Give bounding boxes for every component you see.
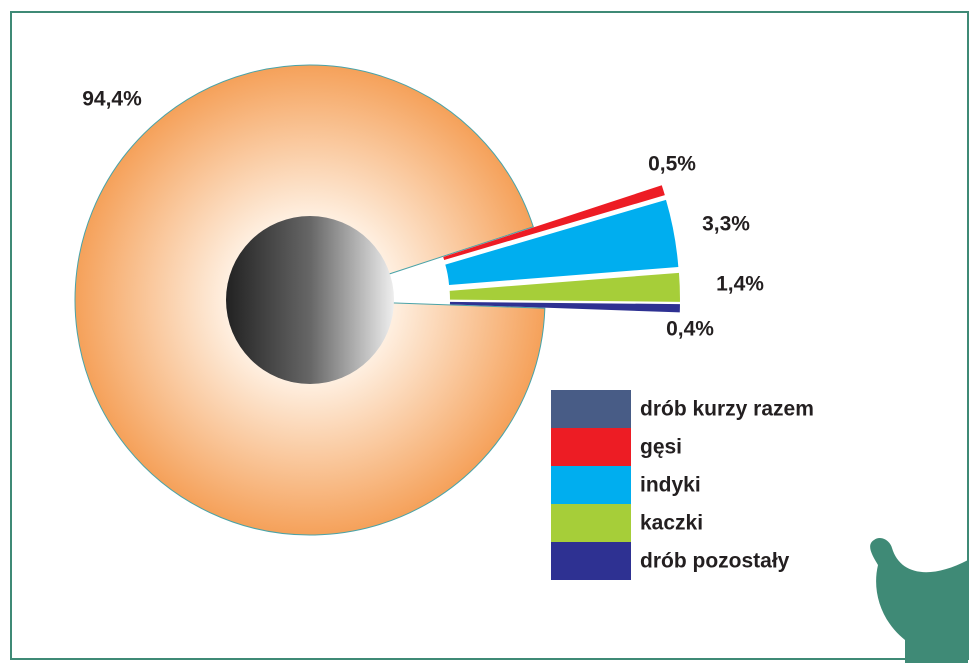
legend-swatch bbox=[551, 542, 631, 580]
legend-label: drób kurzy razem bbox=[640, 398, 814, 421]
legend-label: kaczki bbox=[640, 512, 703, 535]
chicken-icon bbox=[870, 537, 968, 663]
legend-label: gęsi bbox=[640, 436, 682, 459]
legend-swatch bbox=[551, 428, 631, 466]
value-label: 3,3% bbox=[702, 213, 750, 236]
frame bbox=[10, 11, 969, 660]
value-label: 1,4% bbox=[716, 273, 764, 296]
value-label: 94,4% bbox=[82, 88, 142, 111]
slice bbox=[449, 301, 680, 313]
legend-swatch bbox=[551, 466, 631, 504]
value-label: 0,5% bbox=[648, 153, 696, 176]
slice bbox=[445, 199, 679, 285]
legend-label: indyki bbox=[640, 474, 701, 497]
legend-swatch bbox=[551, 390, 631, 428]
center-disk bbox=[226, 216, 394, 384]
legend-swatch bbox=[551, 504, 631, 542]
slice bbox=[443, 185, 665, 260]
legend-label: drób pozostały bbox=[640, 550, 790, 573]
slice bbox=[449, 272, 680, 302]
value-label: 0,4% bbox=[666, 318, 714, 341]
